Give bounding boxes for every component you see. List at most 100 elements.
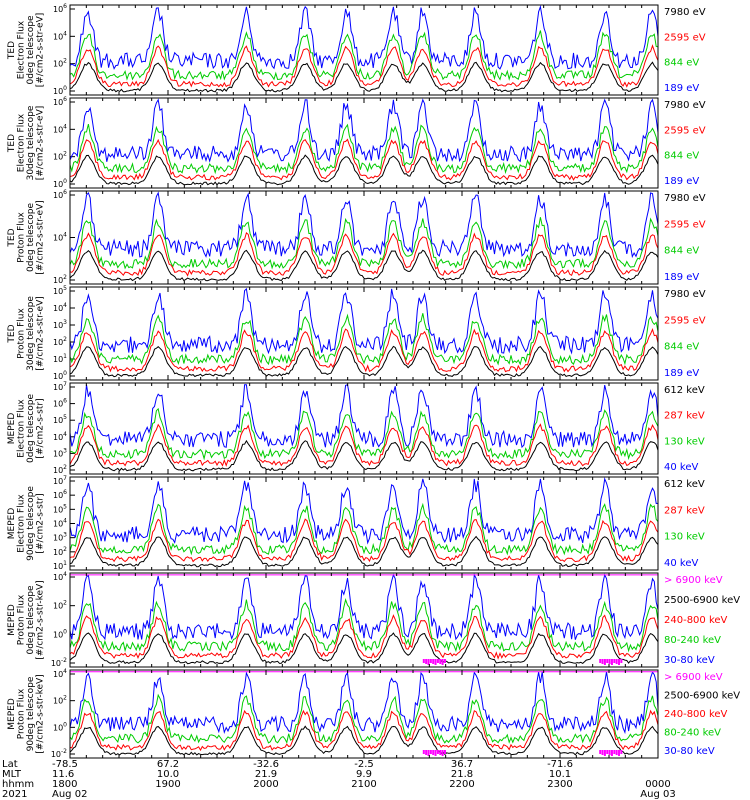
y-label-line: MEPED xyxy=(7,698,17,730)
magenta-burst-mark xyxy=(439,750,442,755)
legend-entry: 7980 eV xyxy=(664,289,706,300)
panel-6: MEPED Electron Flux 90deg telescope [#/cm2-… xyxy=(7,475,705,571)
panel-4: TED Proton Flux 30deg telescope [#/cm2-s-st… xyxy=(7,285,706,381)
y-tick-label: 106 xyxy=(53,96,67,107)
y-tick-label: 101 xyxy=(53,560,67,571)
series-line-2595-ev xyxy=(70,328,658,373)
legend-entry: 80-240 keV xyxy=(664,635,721,646)
y-tick-label: 106 xyxy=(53,398,67,409)
panel-frame xyxy=(69,190,659,285)
panel-frame xyxy=(69,476,659,571)
footer-lat: 67.2 xyxy=(157,759,179,770)
y-tick-label: 100 xyxy=(53,721,67,732)
y-label-line: 30deg telescope xyxy=(26,296,36,371)
magenta-burst-mark xyxy=(599,750,602,754)
y-tick-label: 104 xyxy=(53,123,67,134)
series-traces xyxy=(70,287,658,378)
footer-hhmm: 1900 xyxy=(155,779,180,790)
y-label-line: MEPED xyxy=(7,604,17,636)
y-tick-label: 102 xyxy=(53,464,67,475)
y-label-line: 0deg telescope xyxy=(26,394,36,464)
y-label-line: 0deg telescope xyxy=(26,15,36,85)
legend-entry: > 6900 keV xyxy=(664,672,723,683)
footer-hhmm: 2000 xyxy=(253,779,278,790)
y-tick-label: 100 xyxy=(53,370,67,381)
y-tick-label: 105 xyxy=(53,285,67,296)
footer-hhmm: 2200 xyxy=(449,779,474,790)
panel-frame xyxy=(69,669,659,759)
y-axis-label: MEPED Electron Flux 0deg telescope [#/cm2-s… xyxy=(7,394,46,464)
series-line-240-800-kev xyxy=(70,709,658,752)
series-line-2595-ev xyxy=(70,138,658,181)
y-tick-label: 102 xyxy=(53,58,67,69)
magenta-burst-mark xyxy=(427,659,430,665)
legend: 7980 eV 2595 eV 844 eV 189 eV xyxy=(664,289,706,379)
y-tick-label: 103 xyxy=(53,447,67,458)
footer-row-label: MLT xyxy=(2,769,22,780)
magenta-burst-mark xyxy=(620,659,623,663)
footer-mlt: 9.9 xyxy=(356,769,372,780)
y-tick-label: 102 xyxy=(53,336,67,347)
y-tick-label: 103 xyxy=(53,532,67,543)
y-tick-label: 105 xyxy=(53,414,67,425)
y-label-line: Electron Flux xyxy=(17,494,27,553)
series-line-7980-ev xyxy=(70,154,658,186)
panel-1: TED Electron Flux 0deg telescope [#/cm2-s-s… xyxy=(7,3,706,96)
footer-hhmm: 1800 xyxy=(52,779,77,790)
series-line-240-800-kev xyxy=(70,614,658,660)
magenta-burst-mark xyxy=(615,659,618,664)
legend-entry: 40 keV xyxy=(664,558,698,569)
footer-mlt: 21.8 xyxy=(451,769,473,780)
magenta-burst-mark xyxy=(441,659,444,665)
footer-mlt: 10.1 xyxy=(549,769,571,780)
series-traces xyxy=(70,671,658,756)
series-line-30-80-kev xyxy=(70,671,658,735)
panel-frame xyxy=(69,4,659,96)
magenta-burst-mark xyxy=(443,750,446,754)
legend-entry: 7980 eV xyxy=(664,100,706,111)
y-tick-label: 102 xyxy=(53,546,67,557)
y-label-line: Proton Flux xyxy=(17,212,27,263)
y-label-line: Electron Flux xyxy=(17,20,27,79)
series-line-189-ev xyxy=(70,287,658,355)
series-line-287-kev xyxy=(70,423,658,467)
footer-mlt: 11.6 xyxy=(52,769,74,780)
y-label-line: [#/cm2-s-str-keV] xyxy=(36,580,46,659)
footer-date: Aug 02 xyxy=(52,789,87,800)
y-axis-label: TED Electron Flux 0deg telescope [#/cm2-s-s… xyxy=(7,13,46,88)
y-tick-label: 100 xyxy=(53,85,67,96)
y-tick-label: 10-2 xyxy=(51,657,67,668)
y-tick-label: 107 xyxy=(53,381,67,392)
series-line-2595-ev xyxy=(70,44,658,88)
y-label-line: TED xyxy=(7,134,17,153)
y-label-line: [#/cm2-s-str] xyxy=(36,398,46,458)
y-label-line: Proton Flux xyxy=(17,594,27,645)
y-label-line: [#/cm2-s-str-eV] xyxy=(36,296,46,371)
legend-entry: 240-800 keV xyxy=(664,709,728,720)
legend-entry: 2595 eV xyxy=(664,315,706,326)
legend: 7980 eV 2595 eV 844 eV 189 eV xyxy=(664,193,706,283)
footer-row-label: Lat xyxy=(2,759,18,770)
series-line-287-kev xyxy=(70,518,658,563)
legend-entry: 130 keV xyxy=(664,436,705,447)
magenta-burst-mark xyxy=(610,750,613,756)
legend-entry: 130 keV xyxy=(664,532,705,543)
magenta-burst-mark xyxy=(608,659,611,664)
panels: TED Electron Flux 0deg telescope [#/cm2-s-s… xyxy=(7,3,740,759)
y-label-line: [#/cm2-s-str-eV] xyxy=(36,106,46,181)
magenta-burst-mark xyxy=(618,750,621,756)
legend-entry: 189 eV xyxy=(664,368,699,379)
legend-entry: 30-80 keV xyxy=(664,746,715,757)
series-traces xyxy=(70,477,658,568)
magenta-burst-mark xyxy=(608,750,611,755)
legend-entry: 40 keV xyxy=(664,462,698,473)
y-label-line: [#/cm2-s-str-keV] xyxy=(36,674,46,753)
y-tick-label: 10-2 xyxy=(51,748,67,759)
magenta-burst-mark xyxy=(422,750,425,754)
legend-entry: 844 eV xyxy=(664,151,699,162)
magenta-burst-mark xyxy=(434,659,437,665)
y-tick-label: 104 xyxy=(53,431,67,442)
legend-entry: 287 keV xyxy=(664,505,705,516)
series-line-844-ev xyxy=(70,217,658,270)
